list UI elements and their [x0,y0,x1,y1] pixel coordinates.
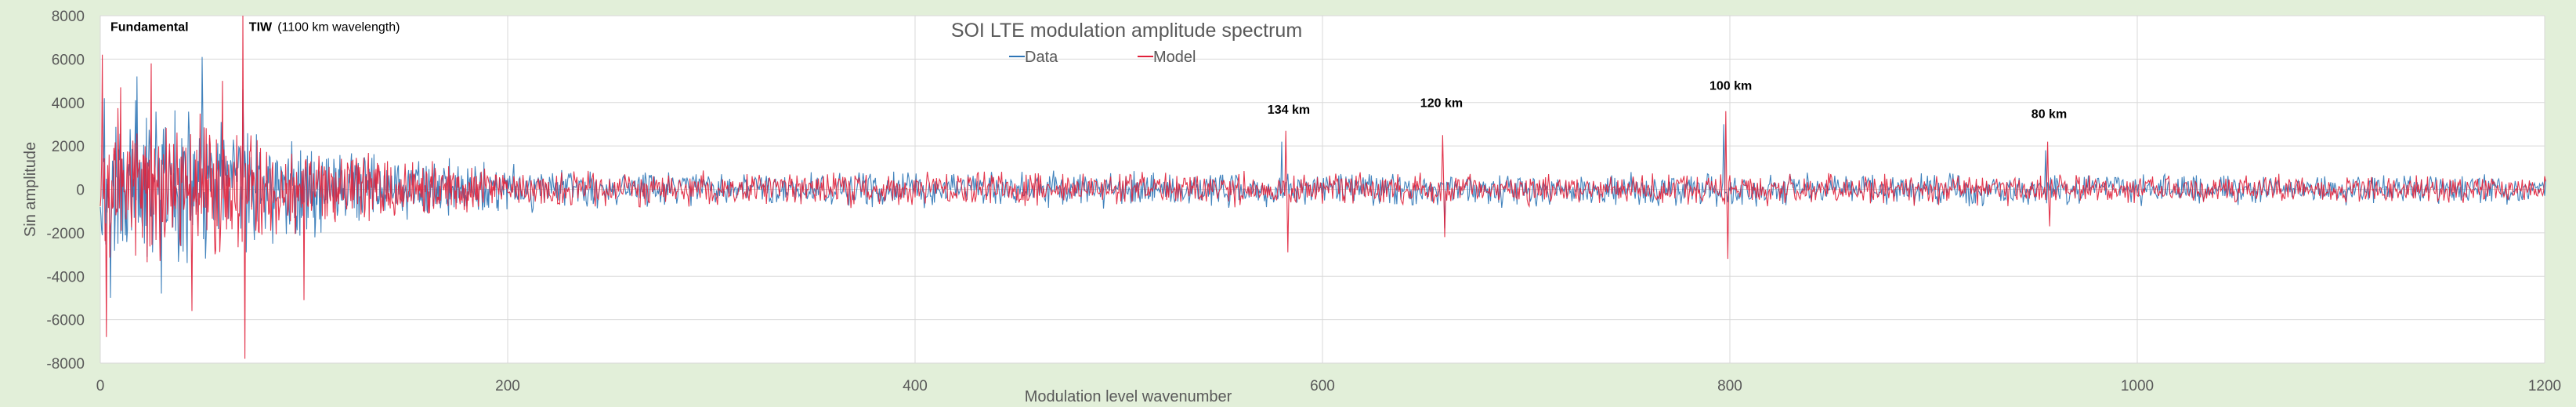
series-line-model [99,15,2546,359]
x-tick-label: 1200 [2528,378,2561,394]
axes: 8000 6000 4000 2000 0 -2000 -4000 -6000 -8000 0 20… [46,9,2561,394]
y-tick-label: 6000 [52,52,85,68]
x-tick-label: 200 [495,378,520,394]
x-tick-label: 400 [903,378,928,394]
x-axis-title: Modulation level wavenumber [1025,388,1232,405]
annotation-label: Fundamental [110,21,189,35]
x-tick-label: 0 [96,378,105,394]
y-tick-label: 8000 [52,9,85,25]
x-tick-label: 800 [1717,378,1742,394]
y-tick-label: 0 [76,183,85,199]
y-tick-label: -8000 [46,356,85,372]
x-tick-label: 600 [1310,378,1335,394]
y-tick-label: -6000 [46,313,85,329]
annotations: Fundamental TIW (1100 km wavelength) 134 km… [110,21,2067,122]
chart-title: SOI LTE modulation amplitude spectrum [951,20,1302,42]
y-axis-title: Sin amplitude [22,142,39,237]
annotation-label: 120 km [1420,96,1463,110]
legend-label-model: Model [1153,49,1196,66]
y-tick-label: -4000 [46,269,85,285]
annotation-label: 134 km [1268,104,1310,117]
annotation-label: TIW [249,21,273,35]
y-tick-label: 2000 [52,139,85,155]
y-tick-label: -2000 [46,226,85,242]
annotation-label: 80 km [2031,107,2067,121]
annotation-label: 100 km [1709,79,1752,93]
y-tick-label: 4000 [52,96,85,112]
series-lines [99,15,2546,359]
legend: Data Model [1009,49,1196,66]
x-tick-label: 1000 [2121,378,2154,394]
legend-label-data: Data [1025,49,1058,66]
annotation-label: (1100 km wavelength) [277,21,400,35]
